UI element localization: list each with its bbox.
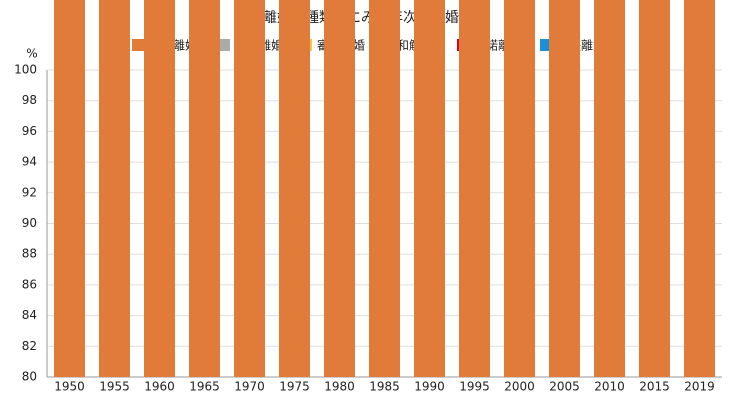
bar-segment (549, 0, 580, 377)
y-tick-label: 80 (22, 370, 37, 384)
bar-segment (324, 0, 355, 377)
y-tick-label: 84 (22, 308, 37, 322)
y-tick-label: 100 (14, 63, 37, 77)
x-tick-label: 2005 (549, 380, 580, 394)
bar-segment (99, 0, 130, 377)
bar-segment (459, 0, 490, 377)
y-tick-label: 90 (22, 216, 37, 230)
y-tick-label: 88 (22, 247, 37, 261)
bar-segment (279, 0, 310, 377)
x-tick-label: 1955 (99, 380, 130, 394)
bar-segment (414, 0, 445, 378)
x-tick-label: 1975 (279, 380, 310, 394)
bar-segment (504, 0, 535, 377)
bar-segment (684, 0, 715, 377)
bar-segment (189, 0, 220, 377)
y-tick-label: 98 (22, 93, 37, 107)
bar-segment (234, 0, 265, 377)
x-tick-label: 2010 (594, 380, 625, 394)
x-tick-label: 1985 (369, 380, 400, 394)
y-tick-label: 86 (22, 277, 37, 291)
bar-segment (594, 0, 625, 378)
x-tick-label: 1950 (54, 380, 85, 394)
legend-swatch (218, 39, 230, 51)
bar-segment (639, 0, 670, 378)
x-tick-label: 2019 (684, 380, 715, 394)
x-tick-label: 1980 (324, 380, 355, 394)
y-axis-label: % (26, 47, 37, 61)
legend-swatch (132, 39, 144, 51)
x-tick-label: 1995 (459, 380, 490, 394)
y-tick-label: 82 (22, 339, 37, 353)
x-tick-label: 1965 (189, 380, 220, 394)
x-tick-label: 2015 (639, 380, 670, 394)
y-tick-label: 92 (22, 185, 37, 199)
y-tick-label: 94 (22, 155, 37, 169)
y-tick-label: 96 (22, 124, 37, 138)
x-tick-label: 1990 (414, 380, 445, 394)
bar-segment (144, 0, 175, 378)
x-tick-label: 1960 (144, 380, 175, 394)
x-tick-label: 2000 (504, 380, 535, 394)
bar-segment (54, 0, 85, 377)
bar-segment (369, 0, 400, 378)
x-tick-label: 1970 (234, 380, 265, 394)
